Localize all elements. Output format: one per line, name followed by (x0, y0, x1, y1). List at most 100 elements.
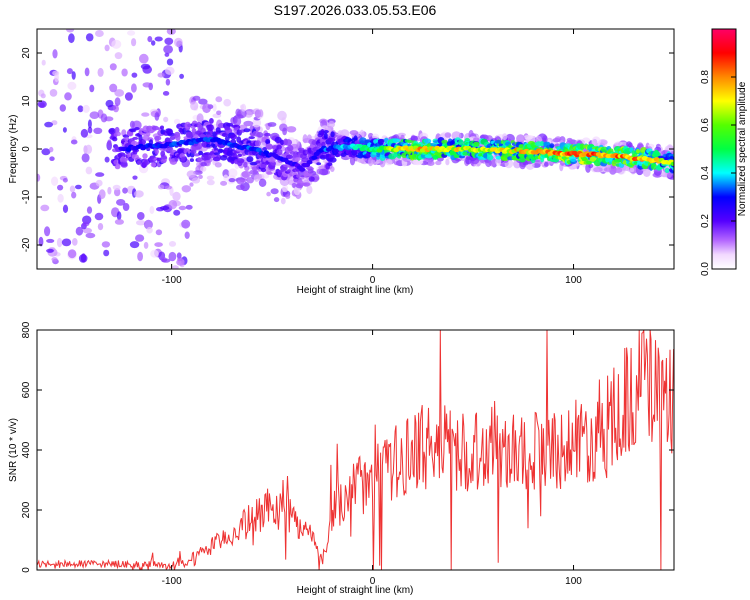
spectrogram-cell (255, 174, 263, 179)
spectrogram-cell (198, 150, 204, 156)
spectrogram-cell (131, 120, 142, 130)
spectrogram-cell (240, 159, 245, 164)
spectrogram-cell (98, 189, 106, 200)
spectrogram-cell (224, 126, 231, 131)
spectrogram-cell (445, 158, 450, 166)
spectrogram-cell (392, 138, 401, 143)
spectrogram-cell (206, 175, 215, 181)
spectrogram-cell (85, 166, 93, 175)
spectrogram-cell (349, 156, 356, 166)
spectrogram-cell (46, 238, 55, 243)
spectrogram-cell (85, 232, 96, 239)
spectrogram-cell (276, 148, 283, 156)
spectrogram-cell (282, 127, 287, 136)
spectrogram-cell (109, 83, 118, 93)
spectrogram-cell (671, 169, 674, 174)
spectrogram-cell (495, 155, 502, 160)
spectrogram-cell (216, 110, 222, 116)
spectrogram-cell (308, 176, 315, 182)
spectrogram-cell (143, 241, 149, 249)
spectrogram-cell (237, 153, 242, 157)
spectrogram-cell (66, 68, 73, 75)
colorbar-tick-label: 0.6 (700, 118, 711, 132)
spectrogram-cell (191, 177, 201, 184)
spectrogram-cell (579, 143, 585, 150)
spectrogram-cell (137, 212, 145, 220)
spectrogram-cell (121, 68, 128, 77)
spectrogram-cell (534, 159, 543, 166)
spectrogram-cell (295, 157, 301, 162)
spectrogram-cell (196, 113, 204, 124)
spectrogram-cell (44, 226, 51, 237)
spectrogram-cell (136, 220, 146, 226)
spectrogram-cell (139, 138, 146, 146)
spectrogram-cell (120, 160, 128, 167)
spectrogram-cell (280, 197, 286, 205)
spectrogram-cell (44, 121, 53, 128)
spectrogram-cell (435, 160, 442, 166)
spectrogram-cell (49, 89, 58, 97)
spectrogram-cell (113, 104, 119, 113)
spectrogram-cell (146, 226, 153, 234)
spectrogram-cell (260, 173, 270, 179)
spectrogram-cell (40, 204, 50, 212)
spectrogram-cell (62, 204, 69, 213)
spectrogram-cell (114, 52, 123, 60)
spectrogram-cell (85, 33, 94, 42)
spectrogram-cell (260, 167, 267, 173)
spectrogram-cell (226, 122, 234, 127)
spectrogram-y-tick-label: -10 (21, 189, 32, 204)
spectrogram-cell (57, 193, 64, 203)
spectrogram-cell (95, 172, 105, 177)
spectrogram-cell (163, 116, 169, 123)
spectrogram-cell (302, 182, 311, 187)
colorbar-ticks: 0.0 0.2 0.4 0.6 0.8 (700, 70, 736, 276)
spectrogram-cell (89, 111, 100, 119)
spectrogram-cell (286, 126, 297, 133)
spectrogram-cell (68, 33, 75, 44)
spectrogram-cell (586, 160, 592, 164)
spectrogram-cell (167, 147, 174, 151)
spectrogram-cell (502, 133, 508, 141)
spectrogram-cell (172, 265, 179, 269)
spectrogram-cell (285, 194, 291, 199)
snr-y-tick-label: 800 (21, 321, 32, 338)
spectrogram-cell (131, 38, 137, 47)
spectrogram-cell (426, 160, 435, 166)
spectrogram-cell (142, 82, 152, 88)
spectrogram-cell (180, 156, 186, 162)
spectrogram-cell (122, 203, 130, 211)
spectrogram-cell (86, 206, 93, 214)
spectrogram-cell (370, 159, 376, 165)
spectrogram-cell (603, 167, 614, 172)
spectrogram-cell (330, 131, 335, 138)
spectrogram-x-label: Height of straight line (km) (297, 285, 414, 296)
spectrogram-cell (224, 136, 230, 141)
spectrogram-cell (75, 184, 82, 190)
spectrogram-cell (178, 205, 187, 211)
spectrogram-cell (157, 72, 165, 78)
spectrogram-cell (636, 148, 640, 154)
spectrogram-cell (181, 219, 191, 229)
spectrogram-cell (94, 212, 104, 221)
spectrogram-y-tick-label: 10 (21, 95, 32, 107)
spectrogram-cell (72, 238, 78, 246)
spectrogram-cell (591, 136, 601, 147)
spectrogram-cell (206, 144, 211, 148)
spectrogram-cell (97, 67, 104, 77)
spectrogram-cell (51, 257, 58, 262)
spectrogram-cell (134, 190, 144, 198)
spectrogram-cell (189, 158, 194, 163)
spectrogram-cell (114, 164, 121, 170)
spectrogram-cell (329, 157, 337, 163)
spectrogram-cell (554, 136, 562, 142)
spectrogram-cell (80, 253, 87, 263)
spectrogram-cell (81, 153, 90, 163)
spectrogram-cell (143, 219, 153, 230)
snr-series-line (37, 330, 674, 570)
spectrogram-cell (150, 162, 157, 168)
snr-y-label: SNR (10 * v/v) (8, 418, 19, 482)
spectrogram-cell (220, 155, 228, 161)
spectrogram-cell (189, 182, 194, 187)
